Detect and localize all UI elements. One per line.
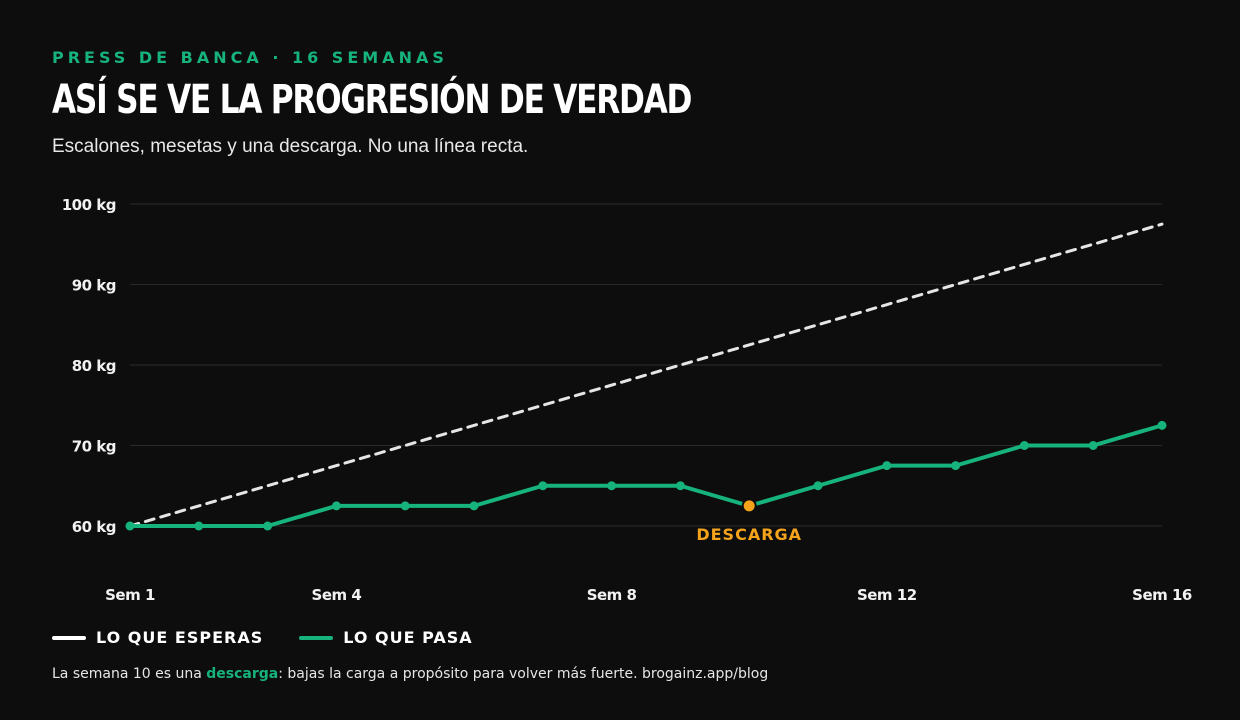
data-point <box>813 481 823 491</box>
y-tick-label: 70 kg <box>72 438 116 456</box>
grid-lines <box>130 203 1162 527</box>
annotations: DESCARGA <box>696 525 802 544</box>
y-tick-label: 100 kg <box>62 196 116 214</box>
data-point <box>1157 420 1167 430</box>
y-tick-labels: 60 kg 70 kg 80 kg 90 kg 100 kg <box>62 196 117 536</box>
footnote-highlight: descarga <box>206 666 279 682</box>
data-point <box>125 521 135 531</box>
series-lines <box>128 222 1164 528</box>
series-line-expected <box>128 222 1164 528</box>
data-point <box>469 501 479 511</box>
footnote: La semana 10 es una descarga: bajas la c… <box>52 666 768 682</box>
x-tick-label: Sem 16 <box>1132 586 1192 604</box>
data-point <box>1019 441 1029 450</box>
legend-item-expected: LO QUE ESPERAS <box>52 628 263 647</box>
data-point <box>263 521 273 531</box>
legend-label-expected: LO QUE ESPERAS <box>96 628 264 647</box>
data-point <box>951 461 961 471</box>
deload-point <box>741 498 757 514</box>
data-point <box>538 481 548 491</box>
x-tick-label: Sem 4 <box>312 586 362 604</box>
chart-kicker: PRESS DE BANCA · 16 SEMANAS <box>52 48 448 67</box>
series-line-actual <box>128 423 1164 528</box>
legend-swatch-expected <box>52 635 86 640</box>
chart-subtitle: Escalones, mesetas y una descarga. No un… <box>52 136 529 157</box>
data-point <box>400 501 410 511</box>
y-tick-label: 80 kg <box>72 357 116 375</box>
annotation-label: DESCARGA <box>696 525 802 544</box>
data-point <box>675 481 685 491</box>
data-point <box>194 521 204 531</box>
x-tick-label: Sem 12 <box>857 586 917 604</box>
legend-label-actual: LO QUE PASA <box>343 628 473 647</box>
footnote-text-after: : bajas la carga a propósito para volver… <box>278 666 769 682</box>
data-points <box>125 420 1167 531</box>
chart-title: ASÍ SE VE LA PROGRESIÓN DE VERDAD <box>52 77 692 123</box>
data-point <box>607 481 617 491</box>
y-tick-label: 90 kg <box>72 277 116 295</box>
footnote-text-before: La semana 10 es una <box>52 666 207 682</box>
data-point <box>331 501 341 511</box>
data-point <box>882 461 892 471</box>
x-tick-label: Sem 8 <box>587 586 637 604</box>
y-tick-label: 60 kg <box>72 518 116 536</box>
legend-swatch-actual <box>299 635 334 640</box>
x-tick-labels: Sem 1 Sem 4 Sem 8 Sem 12 Sem 16 <box>105 586 1192 604</box>
data-point <box>1088 441 1098 450</box>
legend: LO QUE ESPERAS LO QUE PASA <box>52 628 509 647</box>
legend-item-actual: LO QUE PASA <box>299 628 472 647</box>
x-tick-label: Sem 1 <box>105 586 155 604</box>
